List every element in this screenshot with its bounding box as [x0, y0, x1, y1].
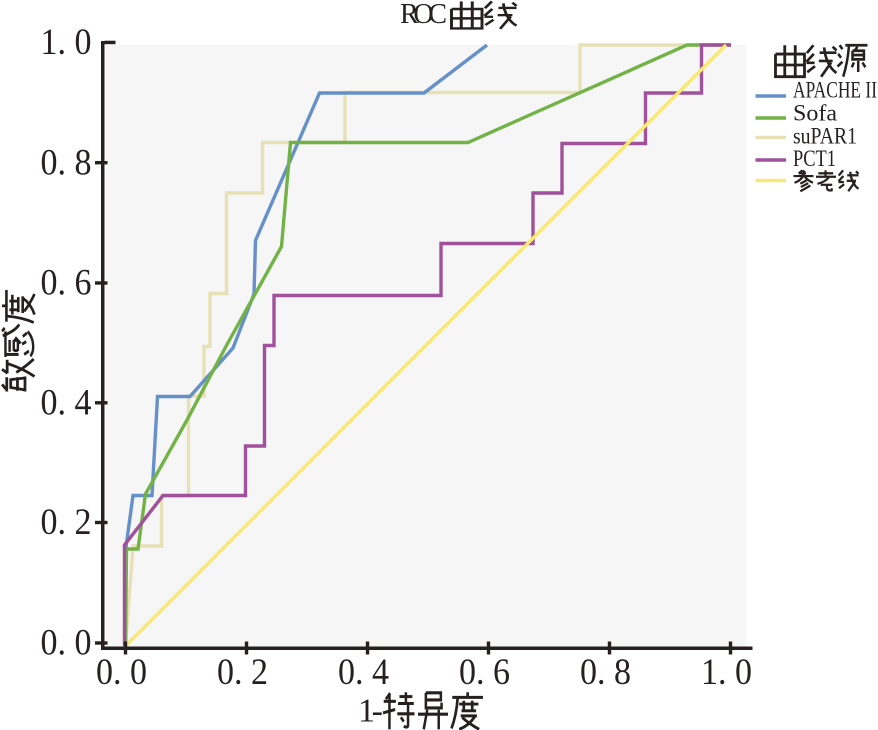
svg-text:PCT1: PCT1 — [793, 146, 836, 171]
svg-text:1-: 1- — [358, 693, 383, 730]
svg-text:1. 0: 1. 0 — [41, 22, 92, 63]
svg-text:0. 8: 0. 8 — [41, 142, 92, 183]
svg-text:ROC: ROC — [400, 0, 447, 30]
svg-text:0. 6: 0. 6 — [41, 263, 92, 304]
svg-text:0. 0: 0. 0 — [41, 623, 92, 664]
svg-text:0. 4: 0. 4 — [41, 383, 92, 424]
svg-text:0. 2: 0. 2 — [217, 652, 268, 693]
svg-text:0. 2: 0. 2 — [41, 502, 92, 543]
svg-text:1. 0: 1. 0 — [701, 652, 752, 693]
svg-text:0. 6: 0. 6 — [459, 652, 510, 693]
svg-text:0. 4: 0. 4 — [338, 652, 389, 693]
svg-text:suPAR1: suPAR1 — [793, 124, 857, 149]
svg-text:Sofa: Sofa — [793, 101, 837, 126]
svg-text:0. 0: 0. 0 — [96, 652, 147, 693]
svg-text:APACHE II: APACHE II — [793, 78, 877, 103]
svg-text:0. 8: 0. 8 — [580, 652, 631, 693]
